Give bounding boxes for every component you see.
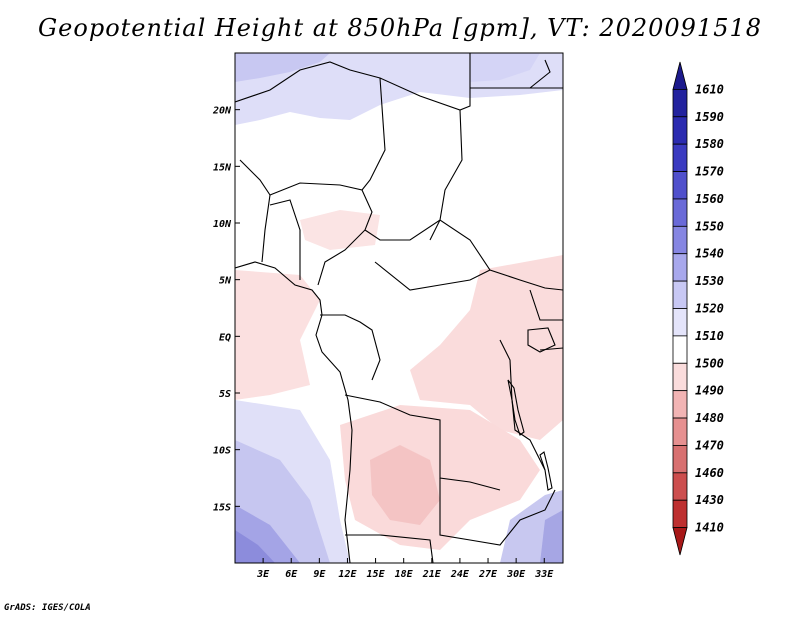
border-sahara <box>235 53 471 111</box>
colorbar-swatch <box>672 308 688 337</box>
lon-tick-label: 12E <box>338 569 357 580</box>
colorbar-bottom-arrow <box>672 527 688 556</box>
border-benin <box>269 199 301 280</box>
lat-tick-label: 20N <box>212 106 232 117</box>
height-field <box>235 53 563 563</box>
map-title: Geopotential Height at 850hPa [gpm], VT:… <box>38 14 762 42</box>
latitude-axis: 20N 15N 10N 5N EQ 5S 10S 15S <box>212 106 240 513</box>
colorbar-label: 1510 <box>695 329 724 343</box>
lat-tick-label: 15S <box>213 502 231 513</box>
region-southeast-coast-deep <box>540 510 563 563</box>
lon-tick-label: 9E <box>313 569 326 580</box>
lake-malawi <box>539 451 553 491</box>
border-namibia <box>345 534 434 563</box>
region-north-sahara-deep <box>235 53 330 82</box>
colorbar-label: 1550 <box>695 219 724 233</box>
colorbar-swatch <box>672 253 688 282</box>
boundaries <box>235 53 563 563</box>
border-east-vertical <box>529 289 563 321</box>
colorbar: 1610 1590 1580 1570 1560 1550 1540 1530 1520 1510… <box>672 61 724 556</box>
colorbar-label: 1610 <box>695 82 724 96</box>
region-angola-core <box>370 445 440 525</box>
region-northern-nigeria <box>300 210 380 250</box>
colorbar-swatch <box>672 88 688 118</box>
region-southwest-deepest <box>235 530 275 563</box>
colorbar-label: 1590 <box>695 110 724 124</box>
border-niger-nigeria <box>269 182 373 286</box>
lake-victoria <box>527 327 556 353</box>
colorbar-swatch <box>672 335 688 364</box>
lon-tick-label: 18E <box>395 569 414 580</box>
lon-tick-label: 21E <box>422 569 442 580</box>
colorbar-swatch <box>672 445 688 474</box>
lat-tick-label: 10N <box>213 219 232 230</box>
coastline-west <box>235 261 353 563</box>
lat-tick-label: EQ <box>219 332 231 343</box>
credit-label: GrADS: IGES/COLA <box>4 603 91 613</box>
border-chad-sudan <box>429 109 463 241</box>
colorbar-swatch <box>672 116 688 145</box>
colorbar-label: 1480 <box>695 411 724 425</box>
lon-tick-label: 33E <box>534 569 554 580</box>
colorbar-label: 1460 <box>695 466 724 480</box>
border-drc-angola <box>344 394 501 491</box>
colorbar-swatch <box>672 280 688 309</box>
colorbar-label: 1430 <box>695 493 724 507</box>
lon-tick-label: 30E <box>506 569 526 580</box>
colorbar-label: 1540 <box>695 247 724 261</box>
colorbar-swatch <box>672 362 688 392</box>
colorbar-swatch <box>672 171 688 200</box>
colorbar-top-arrow <box>672 61 688 90</box>
border-congo-gabon <box>320 314 381 381</box>
colorbar-swatch <box>672 499 688 529</box>
lon-tick-label: 15E <box>367 569 386 580</box>
border-car-congo <box>374 261 491 291</box>
colorbar-label: 1500 <box>695 356 724 370</box>
lon-tick-label: 3E <box>256 569 270 580</box>
colorbar-label: 1490 <box>695 384 724 398</box>
colorbar-label: 1560 <box>695 192 724 206</box>
lon-tick-label: 27E <box>478 569 498 580</box>
colorbar-swatch <box>672 417 688 446</box>
longitude-axis: 3E 6E 9E 12E 15E 18E 21E 24E 27E 30E 33E <box>256 558 554 580</box>
colorbar-label: 1520 <box>695 302 724 316</box>
colorbar-label: 1570 <box>695 165 724 179</box>
lon-tick-label: 24E <box>450 569 470 580</box>
border-drc-east <box>499 339 546 471</box>
lat-tick-label: 15N <box>213 162 232 173</box>
region-gulf-of-guinea <box>235 270 320 400</box>
colorbar-label: 1530 <box>695 274 724 288</box>
border-red-sea-coast <box>529 59 551 89</box>
colorbar-label: 1410 <box>695 521 724 535</box>
colorbar-label: 1580 <box>695 137 724 151</box>
border-libya-chad <box>361 77 386 191</box>
map-frame <box>234 52 564 564</box>
lat-tick-label: 10S <box>213 446 231 457</box>
region-east-africa-lakes <box>410 255 563 440</box>
colorbar-swatch <box>672 390 688 419</box>
colorbar-label: 1470 <box>695 438 724 452</box>
colorbar-swatch <box>672 472 688 501</box>
border-west-africa <box>239 159 271 263</box>
lake-tanganyika <box>507 379 525 436</box>
region-north-east-blue <box>470 53 540 82</box>
lat-tick-label: 5S <box>219 389 231 400</box>
border-cameroon-car <box>364 219 563 291</box>
lon-tick-label: 6E <box>285 569 298 580</box>
colorbar-swatch <box>672 143 688 172</box>
colorbar-swatch <box>672 198 688 227</box>
border-zambia-south <box>439 478 556 546</box>
lat-tick-label: 5N <box>219 276 232 287</box>
colorbar-swatch <box>672 225 688 255</box>
